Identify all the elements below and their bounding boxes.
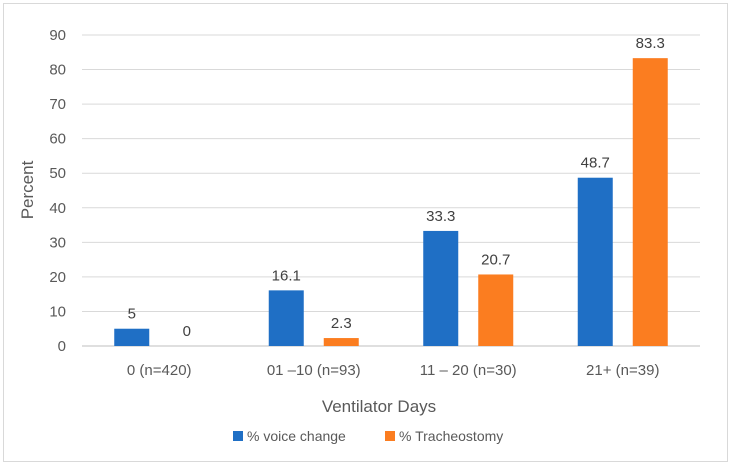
y-tick-label: 60 [49,131,66,148]
legend-swatch-voice-change [233,431,243,441]
y-axis-title: Percent [18,160,37,219]
x-tick-label: 21+ (n=39) [586,362,659,379]
legend-label: % voice change [247,428,346,444]
data-label: 16.1 [272,267,301,284]
y-tick-label: 90 [49,27,66,44]
data-label: 5 [128,306,136,323]
y-tick-label: 10 [49,303,66,320]
data-label: 33.3 [426,208,455,225]
legend: % voice change % Tracheostomy [233,428,503,444]
bars [114,58,668,346]
x-axis-title: Ventilator Days [322,397,436,416]
bar-voice-change-3 [577,177,613,346]
bar-tracheostomy-2 [478,274,514,346]
data-label: 0 [183,323,191,340]
data-label: 2.3 [331,315,352,332]
y-tick-label: 30 [49,234,66,251]
y-tick-label: 20 [49,269,66,286]
x-tick-label: 11 – 20 (n=30) [420,362,517,379]
bar-tracheostomy-3 [632,58,668,346]
y-tick-label: 40 [49,200,66,217]
bar-tracheostomy-1 [323,338,359,346]
data-labels: 5 0 16.1 2.3 33.3 20.7 48.7 83.3 [128,35,665,340]
bar-voice-change-0 [114,328,150,346]
y-axis-ticks: 0 10 20 30 40 50 60 70 80 90 [49,27,66,355]
y-tick-label: 0 [58,338,66,355]
legend-label: % Tracheostomy [399,428,503,444]
y-tick-label: 50 [49,165,66,182]
x-tick-label: 01 –10 (n=93) [267,362,361,379]
y-tick-label: 80 [49,62,66,79]
data-label: 83.3 [636,35,665,52]
legend-swatch-tracheostomy [385,431,395,441]
y-tick-label: 70 [49,96,66,113]
bar-voice-change-2 [423,230,459,346]
x-tick-label: 0 (n=420) [127,362,192,379]
x-axis-ticks: 0 (n=420) 01 –10 (n=93) 11 – 20 (n=30) 21+ … [127,362,660,379]
data-label: 20.7 [481,251,510,268]
bar-voice-change-1 [268,290,304,346]
data-label: 48.7 [581,155,610,172]
